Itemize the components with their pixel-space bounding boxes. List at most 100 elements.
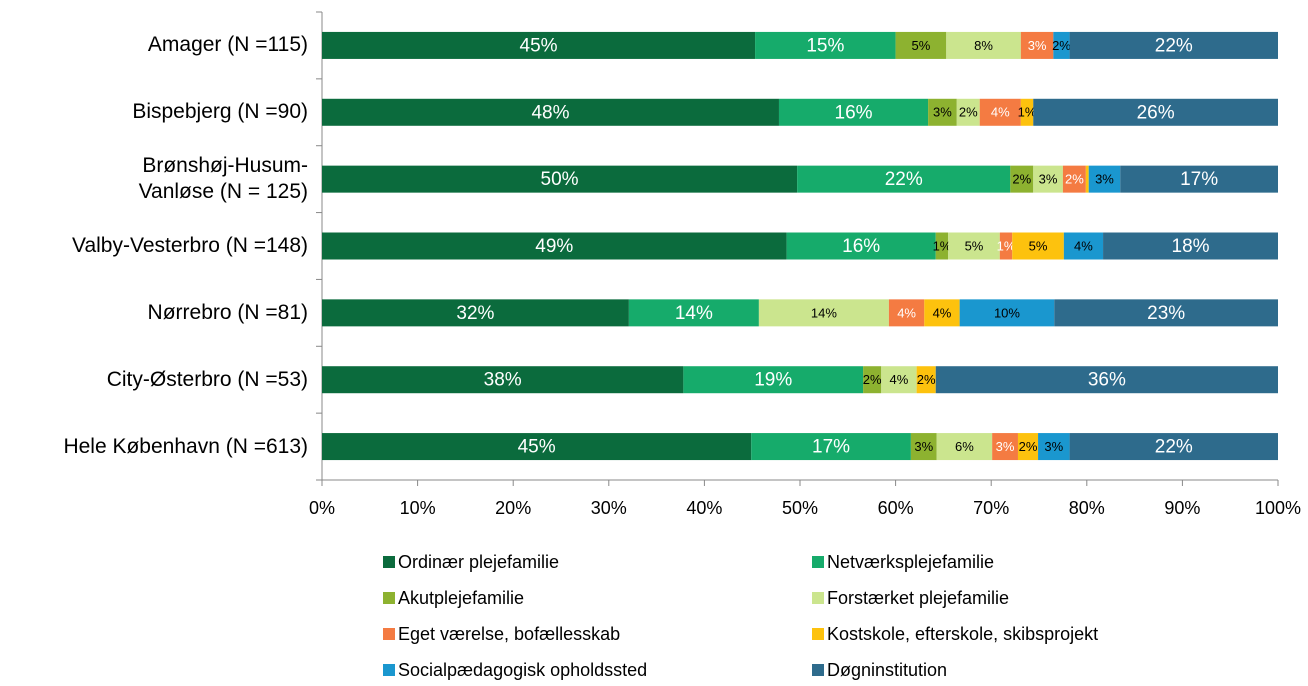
data-label: 48% [531,102,569,123]
data-label: 45% [520,35,558,56]
bar-segment [778,98,929,126]
data-label: 3% [996,439,1015,454]
data-label: 4% [933,305,952,320]
data-label: 1% [933,238,952,253]
legend-label: Netværksplejefamilie [827,552,994,572]
data-label: 3% [1039,172,1058,187]
legend-swatch [812,592,824,604]
bar-segment [979,98,1021,126]
bar-segment [1069,31,1278,59]
x-tick-label: 70% [973,498,1009,518]
bar-segment [1010,165,1034,193]
category-label: Brønshøj-Husum- Vanløse (N = 125) [138,154,308,204]
data-label: 23% [1147,303,1185,324]
x-tick-label: 10% [400,498,436,518]
legend-label: Akutplejefamilie [398,588,524,608]
legend-swatch [383,628,395,640]
bar-segment [322,31,756,59]
x-tick-label: 20% [495,498,531,518]
data-label: 1% [997,238,1016,253]
legend-label: Døgninstitution [827,660,947,680]
data-label: 16% [842,236,880,257]
data-label: 18% [1172,236,1210,257]
bar-segment [928,98,957,126]
bar-segment [628,299,759,327]
category-label: Bispebjerg (N =90) [132,100,308,124]
legend-label: Eget værelse, bofællesskab [398,624,620,644]
bar-segment [1103,232,1278,260]
bar-segment [1012,232,1064,260]
data-label: 2% [959,105,978,120]
data-label: 26% [1137,102,1175,123]
data-label: 2% [1052,38,1071,53]
data-label: 4% [1074,238,1093,253]
data-label: 1% [1018,105,1037,120]
data-label: 19% [754,370,792,391]
bar-segment [895,31,947,59]
data-label: 16% [835,102,873,123]
x-tick-label: 90% [1164,498,1200,518]
bar-segment [910,433,937,461]
bar-segment [1020,31,1054,59]
data-label: 4% [890,372,909,387]
data-label: 2% [1012,172,1031,187]
data-label: 4% [897,305,916,320]
legend-label: Ordinær plejefamilie [398,552,559,572]
bar-segment [1053,31,1070,59]
data-label: 5% [1029,238,1048,253]
bar-segment [881,366,917,394]
bar-segment [948,232,1000,260]
legend-swatch [383,592,395,604]
data-label: 3% [1028,38,1047,53]
bar-segment [322,366,684,394]
data-label: 3% [1044,439,1063,454]
data-label: 14% [811,305,837,320]
bar-segment [797,165,1011,193]
data-label: 2% [1065,172,1084,187]
bar-segment [935,232,949,260]
bar-segment [322,98,779,126]
bar-segment [322,299,629,327]
bar-segment [1088,165,1121,193]
data-label: 3% [914,439,933,454]
bar-segment [1069,433,1278,461]
bar-segment [1038,433,1070,461]
data-label: 38% [484,370,522,391]
bar-segment [956,98,980,126]
x-tick-label: 60% [878,498,914,518]
bar-segment [959,299,1055,327]
x-tick-label: 0% [309,498,335,518]
bar-segment [1085,165,1089,193]
bar-segment [322,232,787,260]
x-tick-label: 100% [1255,498,1301,518]
category-label: Amager (N =115) [147,33,308,57]
bar-segment [1120,165,1278,193]
bar-segment [924,299,960,327]
legend-label: Socialpædagogisk opholdssted [398,660,647,680]
data-label: 22% [1155,35,1193,56]
x-tick-label: 30% [591,498,627,518]
legend-swatch [812,556,824,568]
data-label: 36% [1088,370,1126,391]
bar-segment [916,366,936,394]
data-label: 5% [965,238,984,253]
data-label: 10% [994,305,1020,320]
bar-segment [946,31,1021,59]
legend-swatch [812,628,824,640]
data-label: 4% [991,105,1010,120]
bar-segment [1033,165,1063,193]
x-tick-label: 80% [1069,498,1105,518]
bar-segment [999,232,1013,260]
bar-segment [992,433,1018,461]
bar-segment [1054,299,1278,327]
legend-label: Kostskole, efterskole, skibsprojekt [827,624,1098,644]
bar-segment [935,366,1278,394]
data-label: 2% [1019,439,1038,454]
bar-segment [1063,232,1104,260]
bar-segment [1033,98,1278,126]
data-label: 49% [535,236,573,257]
bar-segment [936,433,993,461]
bar-segment [683,366,864,394]
